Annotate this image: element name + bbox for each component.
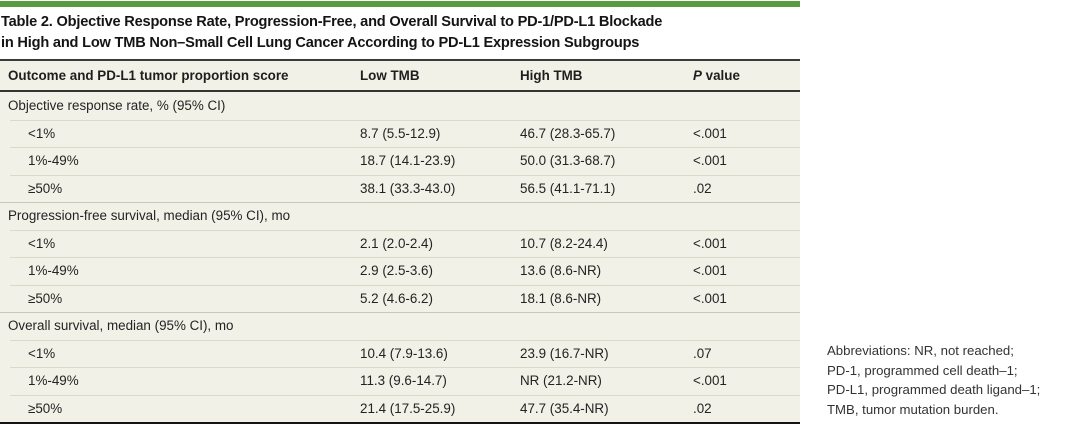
section-label: Objective response rate, % (95% CI) [8,98,226,114]
table-title-line-1: Table 2. Objective Response Rate, Progre… [1,14,663,30]
cell-low-tmb: 21.4 (17.5-25.9) [360,400,456,416]
table-row: <1% 8.7 (5.5-12.9) 46.7 (28.3-65.7) <.00… [0,119,800,148]
header-p-value: P value [693,68,800,83]
table-body: Objective response rate, % (95% CI) <1% … [0,92,800,424]
table-row: <1% 2.1 (2.0-2.4) 10.7 (8.2-24.4) <.001 [0,229,800,258]
table-row: 1%-49% 2.9 (2.5-3.6) 13.6 (8.6-NR) <.001 [0,257,800,285]
cell-p-value: <.001 [693,290,727,306]
header-p-italic: P [693,68,702,83]
header-p-rest: value [701,68,740,83]
cell-high-tmb: 23.9 (16.7-NR) [520,345,609,361]
header-low-tmb: Low TMB [360,68,420,83]
table-row: ≥50% 21.4 (17.5-25.9) 47.7 (35.4-NR) .02 [0,394,800,423]
section-label: Progression-free survival, median (95% C… [8,208,291,224]
cell-tps: ≥50% [28,180,63,196]
cell-low-tmb: 5.2 (4.6-6.2) [360,290,433,306]
cell-low-tmb: 11.3 (9.6-14.7) [360,373,447,389]
footnote-line: PD-1, programmed cell death–1; [827,362,1018,378]
cell-p-value: <.001 [693,153,727,169]
table-title-line-2: in High and Low TMB Non–Small Cell Lung … [1,35,640,51]
table-2-container: Table 2. Objective Response Rate, Progre… [0,1,800,424]
section-row-pfs: Progression-free survival, median (95% C… [0,202,800,230]
footnote-line: TMB, tumor mutation burden. [827,401,999,417]
section-row-os: Overall survival, median (95% CI), mo [0,312,800,340]
table-row: 1%-49% 11.3 (9.6-14.7) NR (21.2-NR) <.00… [0,367,800,395]
cell-tps: <1% [28,345,56,361]
footnote-line: PD-L1, programmed death ligand–1; [827,382,1041,398]
cell-low-tmb: 8.7 (5.5-12.9) [360,125,441,141]
cell-p-value: <.001 [693,263,727,279]
cell-high-tmb: 18.1 (8.6-NR) [520,290,602,306]
cell-high-tmb: NR (21.2-NR) [520,373,602,389]
table-row: ≥50% 38.1 (33.3-43.0) 56.5 (41.1-71.1) .… [0,174,800,203]
cell-tps: 1%-49% [28,263,79,279]
footnote-line: Abbreviations: NR, not reached; [827,343,1014,358]
table-row: ≥50% 5.2 (4.6-6.2) 18.1 (8.6-NR) <.001 [0,284,800,313]
cell-low-tmb: 2.1 (2.0-2.4) [360,235,433,251]
cell-high-tmb: 47.7 (35.4-NR) [520,400,609,416]
cell-p-value: <.001 [693,373,727,389]
table-header-row: Outcome and PD-L1 tumor proportion score… [0,59,800,92]
cell-high-tmb: 50.0 (31.3-68.7) [520,153,616,169]
cell-p-value: .02 [693,180,712,196]
cell-high-tmb: 56.5 (41.1-71.1) [520,180,616,196]
header-high-tmb: High TMB [520,68,583,83]
cell-low-tmb: 10.4 (7.9-13.6) [360,345,448,361]
cell-tps: ≥50% [28,290,63,306]
cell-tps: 1%-49% [28,153,79,169]
table-row: <1% 10.4 (7.9-13.6) 23.9 (16.7-NR) .07 [0,339,800,368]
cell-high-tmb: 46.7 (28.3-65.7) [520,125,616,141]
cell-p-value: .02 [693,400,712,416]
header-outcome: Outcome and PD-L1 tumor proportion score [8,68,289,83]
section-row-orr: Objective response rate, % (95% CI) [0,92,800,120]
cell-high-tmb: 10.7 (8.2-24.4) [520,235,608,251]
cell-low-tmb: 18.7 (14.1-23.9) [360,153,456,169]
cell-tps: <1% [28,125,56,141]
section-label: Overall survival, median (95% CI), mo [8,318,234,334]
cell-tps: 1%-49% [28,373,79,389]
cell-low-tmb: 38.1 (33.3-43.0) [360,180,456,196]
cell-p-value: <.001 [693,125,727,141]
cell-p-value: .07 [693,345,712,361]
cell-p-value: <.001 [693,235,727,251]
table-title: Table 2. Objective Response Rate, Progre… [0,7,800,59]
table-row: 1%-49% 18.7 (14.1-23.9) 50.0 (31.3-68.7)… [0,147,800,175]
cell-tps: ≥50% [28,400,63,416]
cell-high-tmb: 13.6 (8.6-NR) [520,263,602,279]
cell-low-tmb: 2.9 (2.5-3.6) [360,263,433,279]
cell-tps: <1% [28,235,56,251]
abbreviations-footnote: Abbreviations: NR, not reached; PD-1, pr… [827,341,1077,419]
table-accent-bar [0,1,800,7]
